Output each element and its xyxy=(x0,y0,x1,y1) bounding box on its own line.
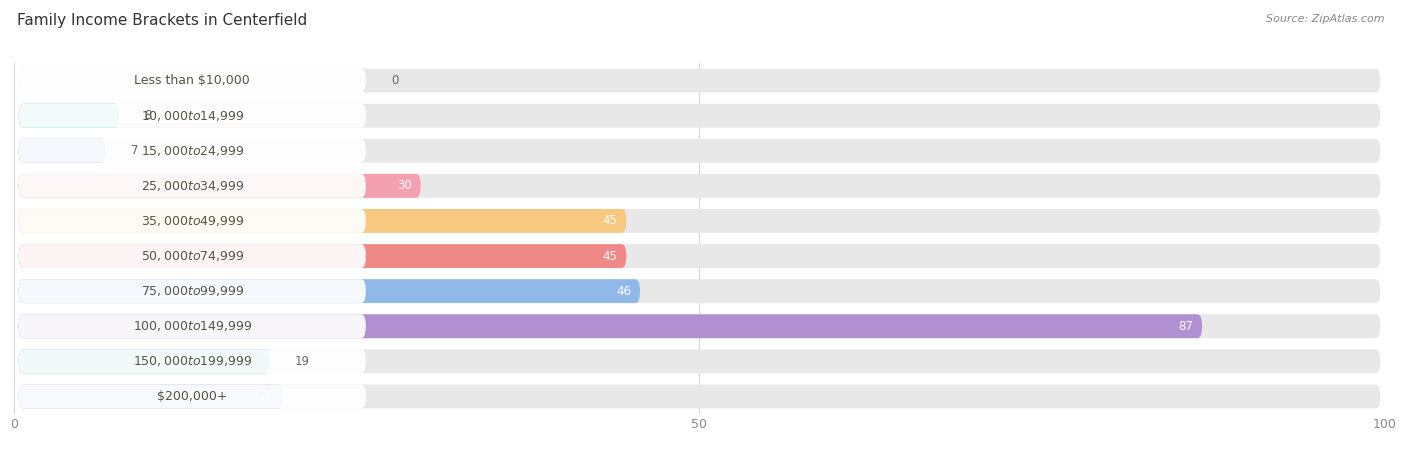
Text: 30: 30 xyxy=(396,180,412,192)
FancyBboxPatch shape xyxy=(18,314,1202,338)
Text: 46: 46 xyxy=(616,285,631,297)
FancyBboxPatch shape xyxy=(18,104,366,128)
Text: Source: ZipAtlas.com: Source: ZipAtlas.com xyxy=(1267,14,1385,23)
FancyBboxPatch shape xyxy=(18,68,1381,93)
Text: 45: 45 xyxy=(602,250,617,262)
Text: 20: 20 xyxy=(260,390,274,403)
FancyBboxPatch shape xyxy=(18,314,366,338)
FancyBboxPatch shape xyxy=(18,139,366,163)
FancyBboxPatch shape xyxy=(18,139,1381,163)
FancyBboxPatch shape xyxy=(18,314,1381,338)
FancyBboxPatch shape xyxy=(18,279,640,303)
FancyBboxPatch shape xyxy=(18,279,1381,303)
Text: Less than $10,000: Less than $10,000 xyxy=(135,74,250,87)
FancyBboxPatch shape xyxy=(18,244,626,268)
FancyBboxPatch shape xyxy=(18,104,1381,128)
Text: 8: 8 xyxy=(145,109,152,122)
Text: $100,000 to $149,999: $100,000 to $149,999 xyxy=(132,319,252,333)
Text: $15,000 to $24,999: $15,000 to $24,999 xyxy=(141,144,245,158)
FancyBboxPatch shape xyxy=(18,279,366,303)
Text: 45: 45 xyxy=(602,215,617,227)
FancyBboxPatch shape xyxy=(18,139,105,163)
Text: $50,000 to $74,999: $50,000 to $74,999 xyxy=(141,249,245,263)
FancyBboxPatch shape xyxy=(18,174,420,198)
Text: $150,000 to $199,999: $150,000 to $199,999 xyxy=(132,354,252,369)
Text: $75,000 to $99,999: $75,000 to $99,999 xyxy=(141,284,245,298)
FancyBboxPatch shape xyxy=(18,384,366,409)
FancyBboxPatch shape xyxy=(18,174,366,198)
FancyBboxPatch shape xyxy=(18,349,366,373)
Text: 7: 7 xyxy=(131,144,138,157)
FancyBboxPatch shape xyxy=(18,384,284,409)
Text: $10,000 to $14,999: $10,000 to $14,999 xyxy=(141,108,245,123)
FancyBboxPatch shape xyxy=(18,384,1381,409)
FancyBboxPatch shape xyxy=(18,209,626,233)
FancyBboxPatch shape xyxy=(18,349,1381,373)
FancyBboxPatch shape xyxy=(18,244,1381,268)
FancyBboxPatch shape xyxy=(18,209,366,233)
FancyBboxPatch shape xyxy=(18,174,1381,198)
FancyBboxPatch shape xyxy=(18,104,120,128)
Text: Family Income Brackets in Centerfield: Family Income Brackets in Centerfield xyxy=(17,14,307,28)
Text: 0: 0 xyxy=(391,74,398,87)
FancyBboxPatch shape xyxy=(18,209,1381,233)
FancyBboxPatch shape xyxy=(18,68,366,93)
Text: $35,000 to $49,999: $35,000 to $49,999 xyxy=(141,214,245,228)
Text: 19: 19 xyxy=(295,355,311,368)
Text: $25,000 to $34,999: $25,000 to $34,999 xyxy=(141,179,245,193)
Text: 87: 87 xyxy=(1178,320,1192,333)
FancyBboxPatch shape xyxy=(18,244,366,268)
FancyBboxPatch shape xyxy=(18,349,270,373)
Text: $200,000+: $200,000+ xyxy=(157,390,228,403)
